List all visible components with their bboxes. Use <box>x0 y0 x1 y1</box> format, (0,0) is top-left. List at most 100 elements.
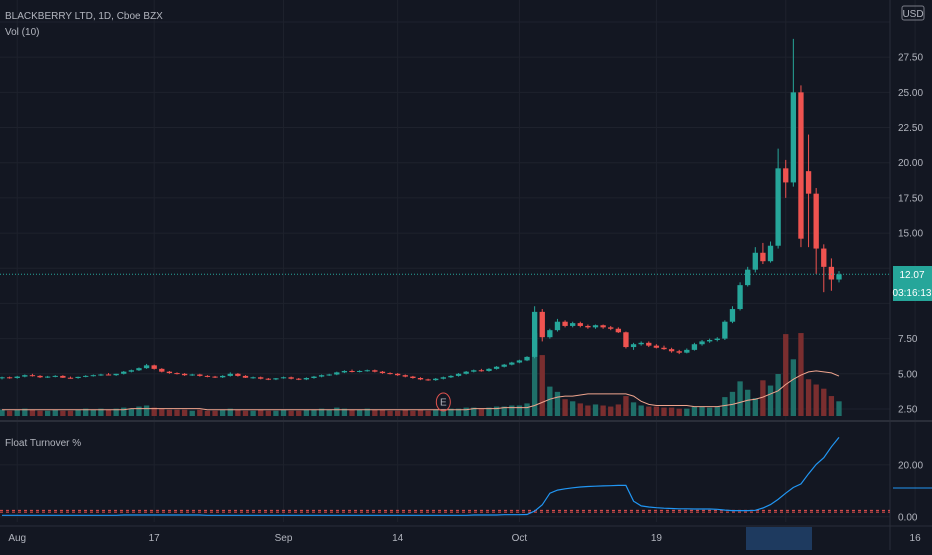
candle-body <box>585 325 591 328</box>
volume-bar <box>29 409 36 416</box>
volume-bars <box>0 333 842 416</box>
volume-bar <box>128 408 135 416</box>
time-tick-label: Sep <box>275 533 293 544</box>
candle-body <box>311 376 317 379</box>
volume-bar <box>524 403 530 416</box>
volume-bar <box>311 409 317 416</box>
candle-body <box>204 375 211 377</box>
volume-bar <box>189 410 195 416</box>
volume-bar <box>455 408 462 416</box>
volume-bar <box>204 410 211 416</box>
volume-bar <box>562 399 568 416</box>
candle-body <box>668 349 675 352</box>
volume-bar <box>395 410 401 416</box>
candle-body <box>83 375 89 377</box>
volume-bar <box>303 409 310 416</box>
candle-body <box>387 373 393 375</box>
indicator-tick-label: 0.00 <box>898 512 918 523</box>
time-tick-label: 16 <box>910 533 922 544</box>
candle-body <box>22 375 28 377</box>
candle-body <box>805 171 812 194</box>
candle-body <box>6 377 13 379</box>
candle-body <box>684 349 690 353</box>
candle-body <box>379 371 386 374</box>
volume-bar <box>509 405 515 416</box>
candle-body <box>326 374 332 376</box>
earnings-markers: EE <box>435 392 451 412</box>
price-tick-label: 17.50 <box>898 193 923 204</box>
price-tick-label: 15.00 <box>898 229 923 240</box>
candle-body <box>440 377 446 379</box>
volume-bar <box>615 404 621 416</box>
volume-bar <box>691 406 698 416</box>
candle-body <box>189 374 195 376</box>
volume-bar <box>288 410 294 416</box>
volume-bar <box>318 408 325 416</box>
volume-bar <box>75 409 81 416</box>
volume-bar <box>67 410 74 416</box>
volume-bar <box>760 380 766 416</box>
volume-bar <box>775 374 781 416</box>
volume-bar <box>410 410 416 416</box>
time-tick-label: Oct <box>512 533 528 544</box>
time-tick-label: Aug <box>8 533 26 544</box>
candle-body <box>265 378 271 380</box>
candle-body <box>258 377 264 379</box>
volume-bar <box>174 409 180 416</box>
candle-body <box>745 269 751 286</box>
volume-bar <box>798 333 804 416</box>
candle-body <box>509 362 515 365</box>
candle-body <box>136 368 142 371</box>
candle-body <box>227 373 233 376</box>
volume-bar <box>220 409 226 416</box>
candle-body <box>486 368 492 371</box>
candle-body <box>524 356 530 361</box>
candle-body <box>836 274 842 280</box>
volume-bar <box>105 409 112 416</box>
candle-body <box>790 92 797 183</box>
volume-bar <box>60 410 66 416</box>
volume-bar <box>676 408 682 416</box>
volume-ma <box>2 370 840 411</box>
price-tick-label: 27.50 <box>898 53 923 64</box>
candle-body <box>615 328 621 333</box>
candle-body <box>159 368 165 372</box>
volume-bar <box>280 409 287 416</box>
candle-body <box>737 285 743 310</box>
candle-body <box>318 375 325 377</box>
candle-body <box>356 370 363 372</box>
volume-bar <box>547 386 553 416</box>
candle-body <box>775 168 781 246</box>
earnings-marker[interactable]: E <box>435 392 451 412</box>
volume-bar <box>402 409 408 416</box>
time-axis-highlight <box>746 527 812 550</box>
candle-body <box>729 309 736 322</box>
candle-body <box>67 377 74 379</box>
volume-bar <box>668 407 675 416</box>
volume-bar <box>722 397 728 416</box>
volume-bar <box>143 405 150 416</box>
volume-bar <box>646 406 652 416</box>
volume-bar <box>813 384 819 416</box>
candle-body <box>706 340 713 342</box>
candle-body <box>547 330 553 338</box>
candle-body <box>752 252 758 270</box>
volume-bar <box>554 391 561 416</box>
price-candles <box>0 38 890 381</box>
earnings-marker-circle <box>435 392 451 412</box>
volume-bar <box>653 406 660 416</box>
candle-body <box>235 373 241 376</box>
candle-body <box>691 344 698 350</box>
volume-bar <box>623 396 629 416</box>
candle-body <box>798 92 804 239</box>
volume-bar <box>52 409 58 416</box>
candle-body <box>303 378 310 380</box>
volume-bar <box>661 407 667 416</box>
candle-body <box>197 374 203 376</box>
volume-bar <box>699 406 705 416</box>
candle-body <box>113 373 119 376</box>
currency-button[interactable]: USD <box>901 5 925 21</box>
volume-bar <box>387 410 393 416</box>
volume-bar <box>471 407 477 416</box>
